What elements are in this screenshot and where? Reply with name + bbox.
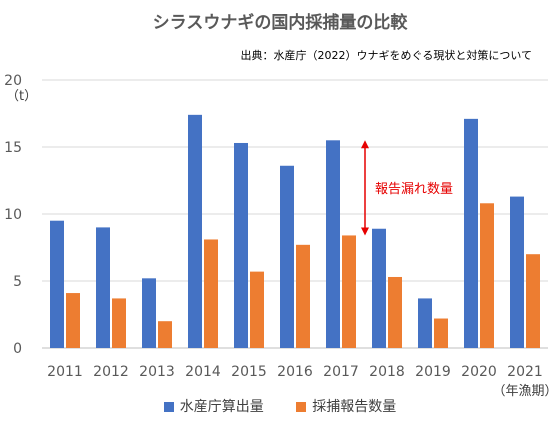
x-tick-label: 2012 [93,364,129,380]
bar-reported-2017 [342,235,356,348]
bar-reported-2021 [526,254,540,348]
legend-item-series-1: 水産庁算出量 [163,396,264,416]
bar-reported-2020 [480,203,494,348]
bar-estimate-2016 [280,165,294,348]
y-axis-unit: （t） [6,89,37,104]
x-tick-label: 2019 [415,364,451,380]
bar-reported-2018 [388,276,402,348]
legend-item-series-2: 採捕報告数量 [296,396,396,416]
x-tick-label: 2017 [323,364,359,380]
bar-reported-2016 [296,244,310,348]
bar-estimate-2013 [142,278,156,348]
annotation-arrow-head-up [361,140,369,149]
legend-swatch-series-1 [163,402,174,412]
bar-reported-2013 [158,321,172,348]
legend-swatch-series-2 [296,402,307,412]
x-tick-label: 2015 [231,364,267,380]
y-tick-label: 20 [4,73,22,89]
bar-reported-2015 [250,271,264,348]
x-axis-unit: （年漁期） [492,384,557,399]
y-tick-label: 0 [13,341,22,357]
annotation-label: 報告漏れ数量 [375,181,453,197]
bar-reported-2014 [204,239,218,348]
y-tick-label: 15 [4,140,22,156]
bar-reported-2011 [66,293,80,348]
source-note: 出典：水産庁（2022）ウナギをめぐる現状と対策について [240,49,532,62]
x-tick-label: 2018 [369,364,405,380]
legend-label-series-2: 採捕報告数量 [312,399,397,415]
bar-reported-2019 [434,318,448,348]
bar-estimate-2012 [96,227,110,348]
y-tick-label: 10 [4,207,22,223]
y-tick-label: 5 [13,274,22,290]
legend: 水産庁算出量 採捕報告数量 [0,396,560,416]
x-tick-label: 2011 [47,364,83,380]
bar-estimate-2019 [418,298,432,348]
bar-estimate-2015 [234,142,248,348]
bar-estimate-2017 [326,140,340,348]
legend-label-series-1: 水産庁算出量 [179,399,264,415]
x-tick-label: 2014 [185,364,221,380]
annotation-arrow-head-down [361,227,369,236]
x-tick-label: 2013 [139,364,175,380]
bar-estimate-2018 [372,228,386,348]
bar-estimate-2011 [50,220,64,348]
x-tick-label: 2016 [277,364,313,380]
bar-reported-2012 [112,298,126,348]
bar-estimate-2020 [464,118,478,348]
x-tick-label: 2021 [507,364,543,380]
bar-estimate-2014 [188,114,202,348]
bar-estimate-2021 [510,196,524,348]
x-tick-label: 2020 [461,364,497,380]
chart-title: シラスウナギの国内採捕量の比較 [152,13,408,33]
